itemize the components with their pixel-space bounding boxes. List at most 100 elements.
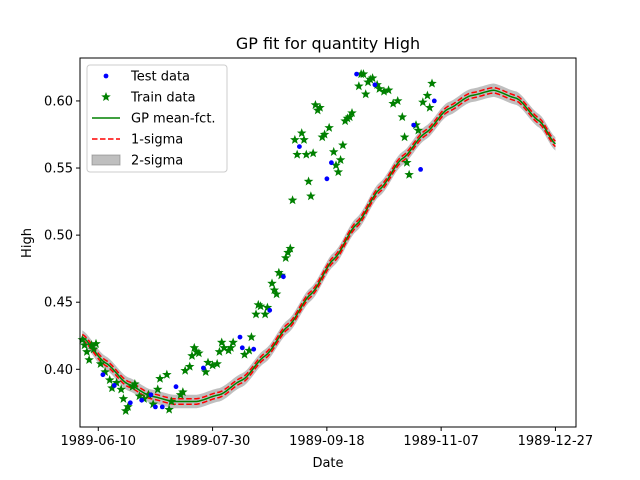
test-point	[127, 400, 133, 406]
legend-label-one-sigma: 1-sigma	[131, 133, 183, 148]
gp-mean-line	[81, 89, 556, 403]
plot-area	[77, 69, 556, 415]
train-point	[116, 384, 126, 394]
test-point	[411, 122, 417, 128]
train-point	[267, 278, 277, 288]
train-point	[155, 373, 165, 383]
train-point	[299, 134, 309, 144]
train-point	[427, 78, 437, 88]
train-point	[91, 338, 101, 348]
legend-label-two-sigma: 2-sigma	[131, 154, 183, 169]
train-point	[130, 379, 140, 389]
test-point	[173, 384, 179, 390]
train-point	[424, 102, 435, 112]
train-point	[100, 366, 110, 377]
train-point	[308, 148, 318, 158]
train-point	[123, 401, 133, 411]
train-point	[203, 357, 213, 367]
train-point	[358, 69, 369, 79]
test-point	[418, 167, 423, 172]
test-point	[148, 392, 154, 398]
train-point	[306, 191, 316, 201]
train-point	[118, 393, 129, 403]
train-point	[253, 299, 264, 309]
test-point	[159, 404, 165, 410]
one-sigma-lower-line	[81, 92, 556, 405]
train-point	[367, 73, 378, 83]
legend-two-sigma-swatch	[91, 154, 121, 166]
train-point	[260, 309, 270, 319]
train-point	[207, 360, 218, 370]
train-point	[360, 89, 371, 99]
train-point	[285, 243, 296, 253]
train-point	[148, 399, 158, 409]
test-point	[354, 71, 359, 77]
train-point	[303, 176, 314, 186]
train-point	[228, 337, 238, 347]
train-point	[164, 404, 174, 414]
test-point	[237, 334, 243, 340]
x-axis-label: Date	[312, 456, 343, 471]
train-point	[244, 345, 254, 355]
test-point	[297, 144, 302, 150]
train-point	[262, 302, 273, 312]
x-axis: 1989-06-10 1989-07-30 1989-09-18 1989-11-07…	[61, 427, 593, 449]
train-point	[383, 85, 394, 95]
train-point	[347, 108, 357, 118]
train-point	[422, 90, 433, 100]
train-point	[296, 128, 307, 138]
test-point	[153, 404, 158, 410]
test-point	[372, 82, 378, 88]
legend-box	[86, 64, 228, 173]
train-point	[392, 95, 403, 105]
train-point	[79, 340, 90, 350]
train-point	[82, 346, 92, 356]
train-point	[287, 195, 298, 205]
train-point	[280, 252, 291, 262]
train-point	[388, 98, 398, 108]
train-point	[328, 146, 339, 156]
test-point	[431, 98, 437, 104]
train-point	[271, 289, 282, 299]
train-point	[95, 358, 106, 368]
train-point	[219, 342, 229, 352]
train-point	[399, 132, 410, 142]
test-point	[267, 307, 273, 313]
chart-title: GP fit for quantity High	[236, 34, 420, 53]
train-point	[104, 375, 115, 385]
x-tick-label: 1989-11-07	[403, 434, 479, 449]
x-tick-label: 1989-07-30	[175, 434, 251, 449]
train-point	[166, 396, 177, 406]
train-point	[276, 270, 286, 280]
train-point	[139, 393, 149, 403]
x-tick-label: 1989-06-10	[61, 434, 137, 449]
train-point	[239, 349, 250, 359]
test-point	[251, 346, 257, 352]
train-point	[216, 337, 227, 347]
train-point	[331, 160, 341, 170]
test-point	[111, 383, 117, 388]
train-point	[180, 365, 190, 375]
y-tick-label: 0.55	[44, 162, 73, 177]
train-point	[184, 361, 195, 371]
legend-label-test: Test data	[130, 70, 190, 85]
train-point	[107, 383, 117, 393]
test-point	[100, 372, 106, 378]
test-point	[239, 345, 245, 351]
train-point	[255, 301, 266, 311]
axes-frame	[79, 57, 577, 428]
train-point	[397, 112, 408, 122]
legend-label-mean: GP mean-fct.	[131, 112, 216, 127]
train-point	[342, 113, 353, 123]
train-point	[187, 350, 197, 360]
one-sigma-upper-line	[81, 86, 556, 400]
test-point	[139, 397, 145, 403]
train-point	[77, 334, 88, 344]
train-point	[418, 97, 428, 107]
train-point	[292, 149, 302, 159]
y-tick-label: 0.60	[44, 94, 73, 109]
test-point	[324, 176, 330, 182]
train-point	[354, 81, 364, 91]
train-point	[111, 377, 122, 387]
